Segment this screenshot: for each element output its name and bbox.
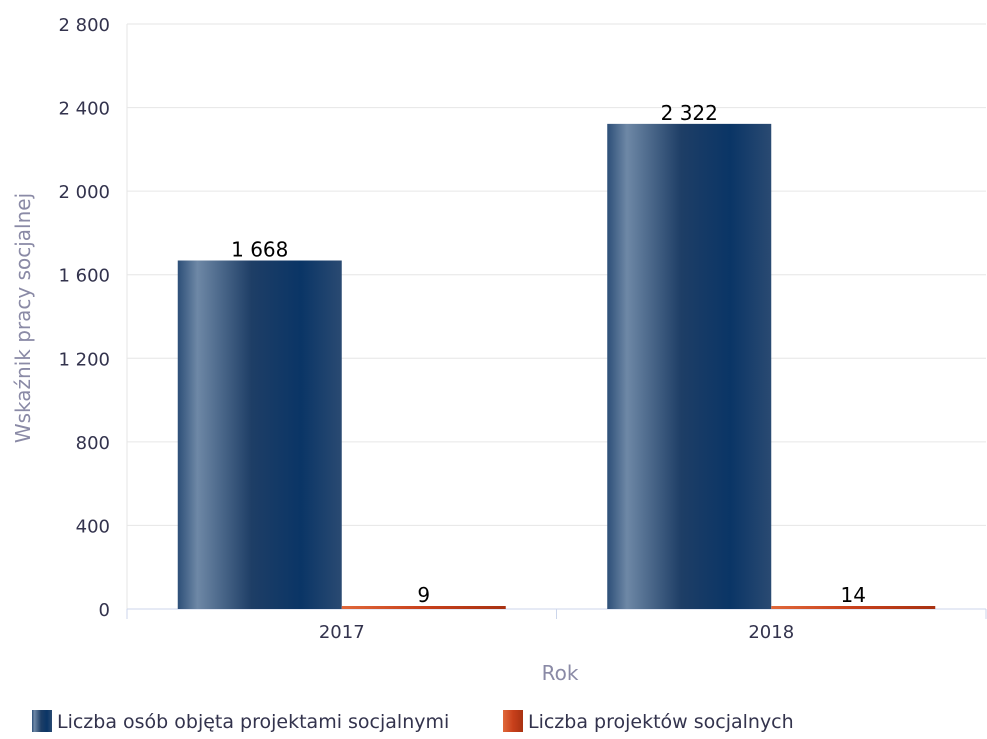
- legend-item: Liczba projektów socjalnych: [503, 710, 794, 733]
- legend-swatch: [503, 710, 523, 732]
- x-axis-title: Rok: [542, 661, 579, 685]
- x-axis-ticks: 2017 2018: [126, 609, 987, 643]
- bar: [177, 260, 342, 609]
- data-label: 9: [417, 583, 430, 607]
- data-label: 1 668: [231, 238, 288, 262]
- legend-label: Liczba projektów socjalnych: [528, 711, 794, 733]
- legend-item: Liczba osób objęta projektami socjalnymi: [32, 710, 449, 733]
- y-tick-label: 800: [76, 433, 110, 454]
- legend-label: Liczba osób objęta projektami socjalnymi: [57, 711, 449, 733]
- data-labels: 1 668 9 2 322 14: [231, 101, 866, 607]
- y-tick-label: 1 600: [58, 266, 110, 287]
- y-tick-label: 2 400: [58, 99, 110, 120]
- y-tick-label: 1 200: [58, 349, 110, 370]
- bar: [341, 606, 506, 609]
- y-tick-label: 400: [76, 516, 110, 537]
- bar: [607, 123, 772, 609]
- y-axis-ticks: 0 400 800 1 200 1 600 2 000 2 400 2 800: [58, 15, 110, 621]
- y-tick-label: 2 800: [58, 15, 110, 36]
- x-tick-label: 2017: [319, 622, 365, 643]
- data-label: 2 322: [661, 101, 718, 125]
- y-tick-label: 2 000: [58, 182, 110, 203]
- bar: [771, 606, 936, 609]
- legend-swatch: [32, 710, 52, 732]
- y-tick-label: 0: [99, 600, 110, 621]
- legend: Liczba osób objęta projektami socjalnymi…: [32, 710, 794, 733]
- data-label: 14: [841, 583, 866, 607]
- bars: [177, 123, 936, 609]
- y-axis-title: Wskaźnik pracy socjalnej: [11, 193, 35, 443]
- x-tick-label: 2018: [748, 622, 794, 643]
